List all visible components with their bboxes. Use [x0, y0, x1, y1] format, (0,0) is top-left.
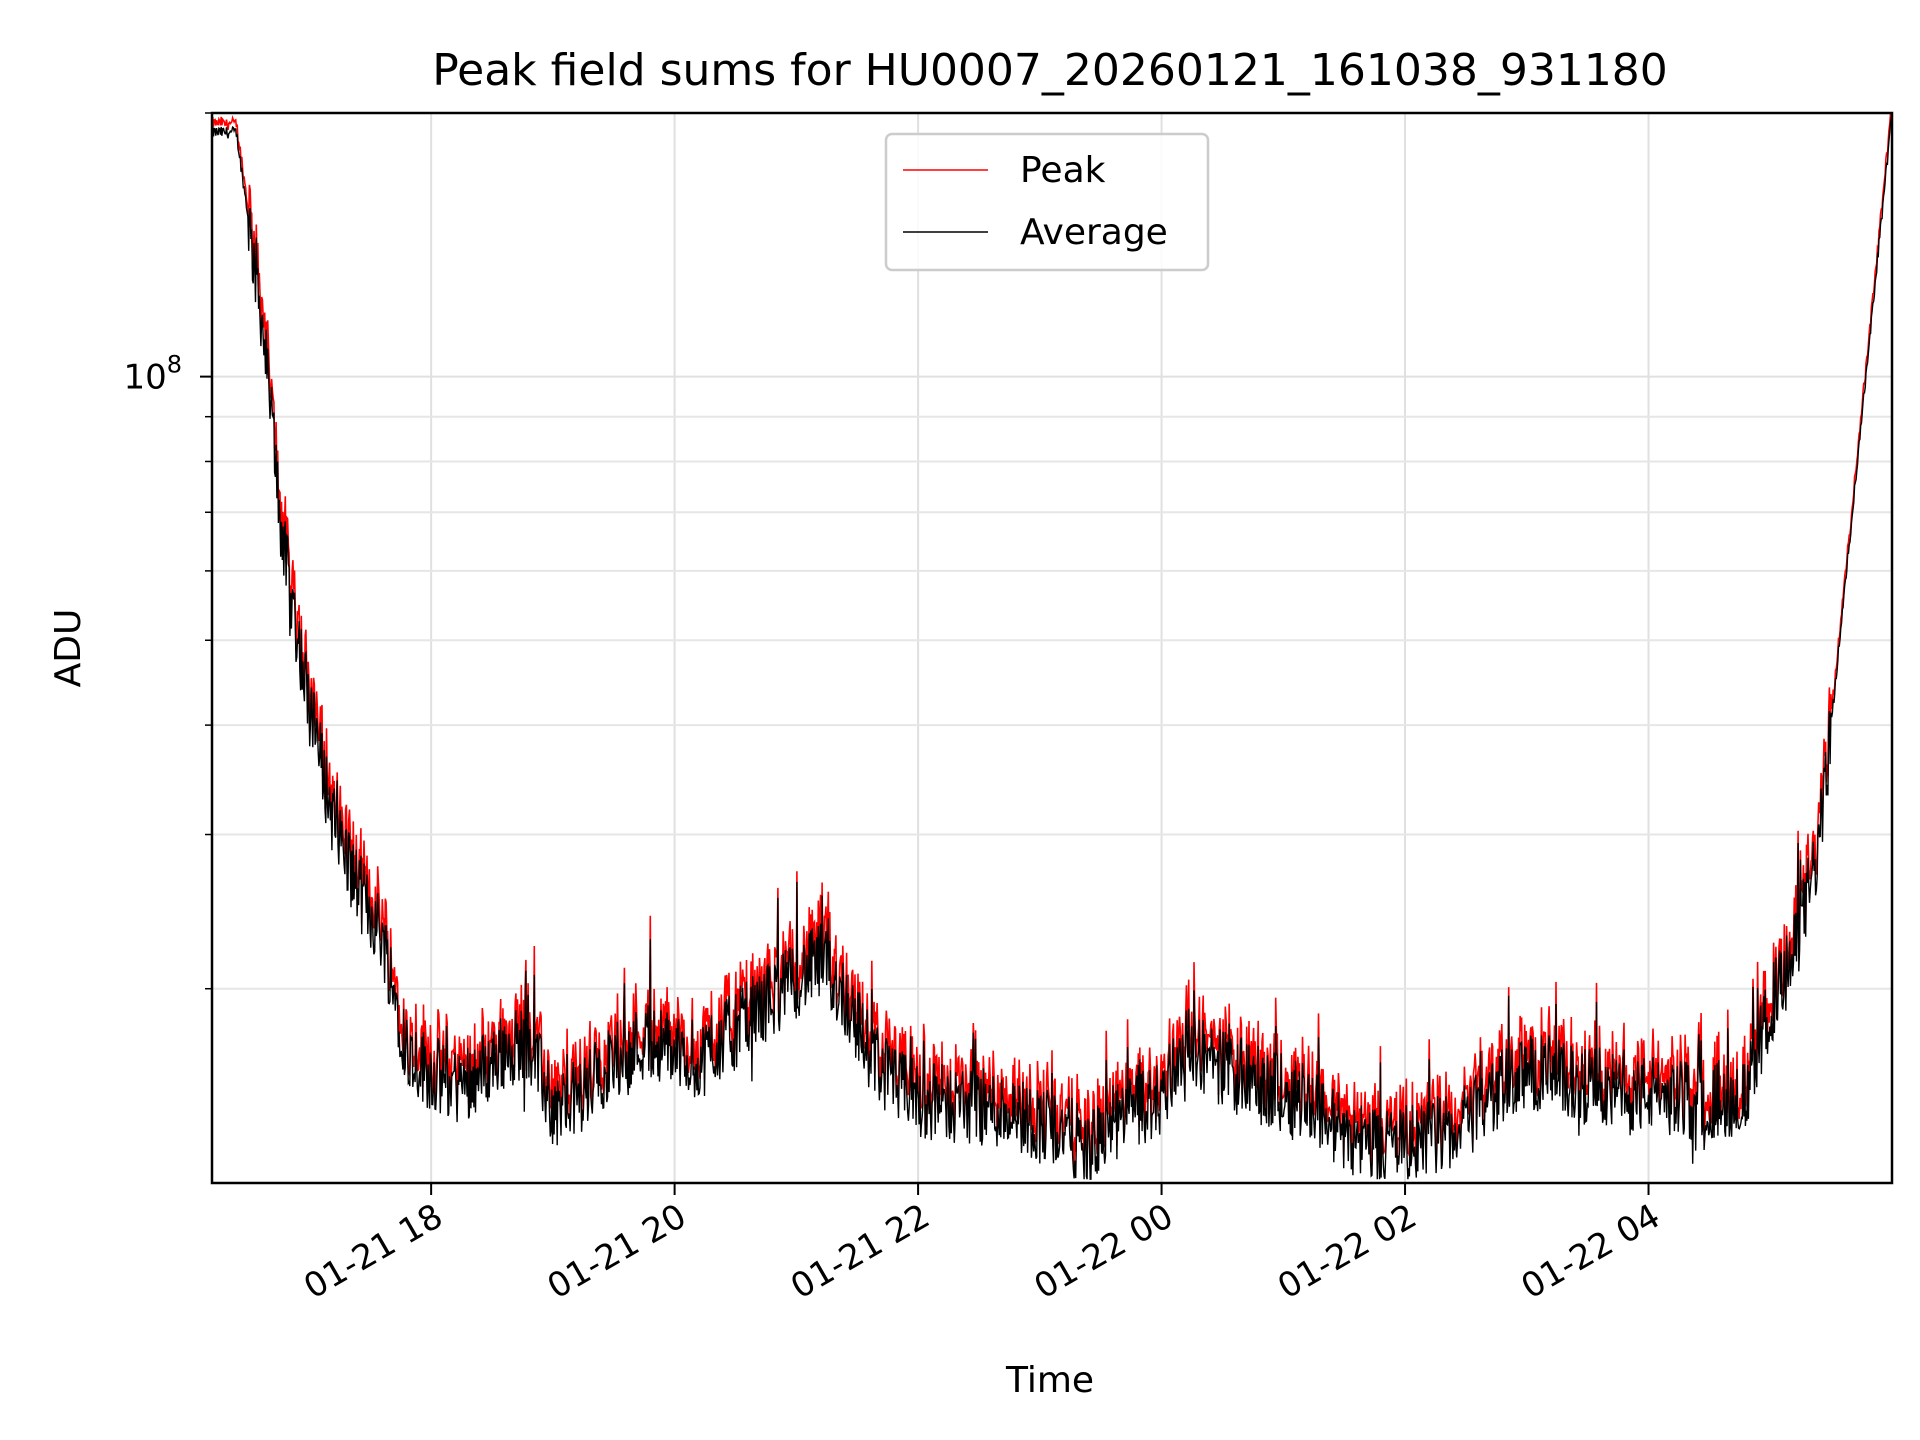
plot-frame	[210, 111, 1894, 1185]
chart-title: Peak field sums for HU0007_20260121_1610…	[432, 45, 1668, 96]
legend-label-peak: Peak	[1020, 150, 1106, 191]
y-axis-label: ADU	[48, 609, 89, 688]
series-layer	[211, 113, 1893, 1180]
y-tick-label: 108	[123, 351, 182, 398]
y-axis: 108	[123, 112, 212, 990]
legend-label-average: Average	[1020, 212, 1168, 253]
legend[interactable]: Peak Average	[884, 132, 1210, 272]
legend-box	[884, 132, 1210, 272]
series-line-average	[211, 114, 1893, 1180]
x-axis-label: Time	[1005, 1360, 1094, 1401]
